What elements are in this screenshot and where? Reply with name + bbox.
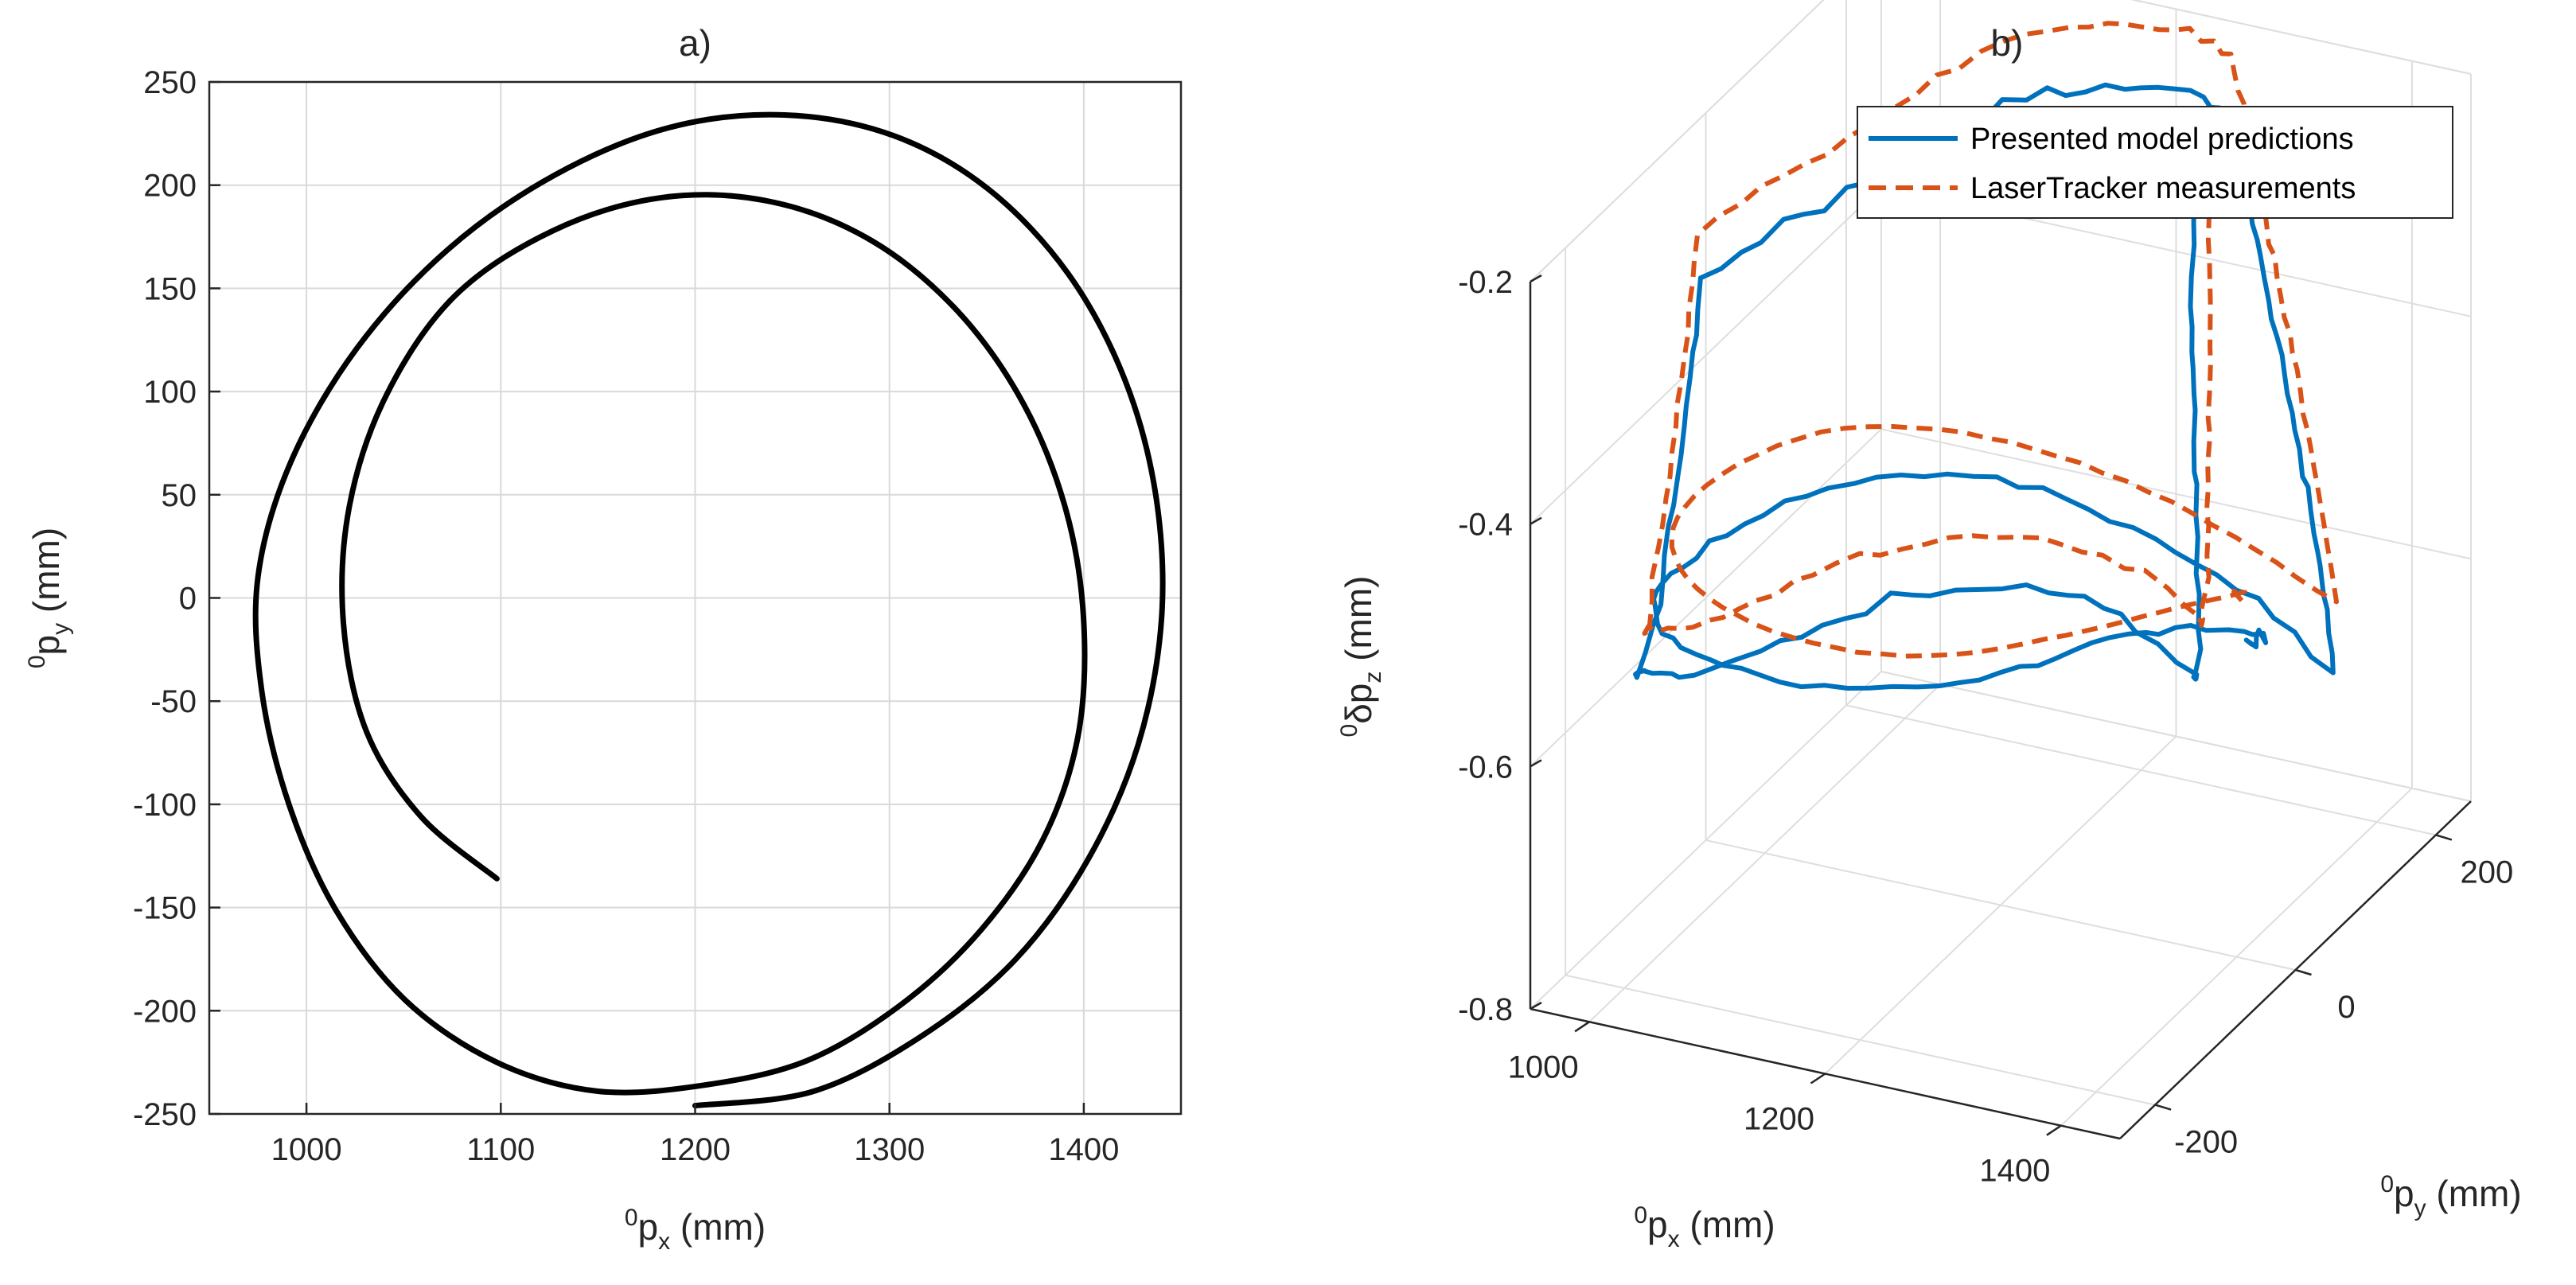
panel-a-y-axis-label: 0py (mm) bbox=[24, 528, 74, 668]
b-z-tick-label: -0.4 bbox=[1458, 508, 1513, 543]
b-top-left-edge bbox=[1530, 0, 1825, 282]
b-y-tick-label: 200 bbox=[2461, 855, 2514, 890]
a-y-tick-label: -100 bbox=[133, 788, 197, 823]
legend-label-model: Presented model predictions bbox=[1970, 123, 2354, 156]
b-floor-y-gridline bbox=[1565, 974, 2156, 1106]
b-y-tick-label: 0 bbox=[2337, 990, 2355, 1025]
b-leftwall-z-gridline bbox=[1530, 428, 1882, 768]
b-y-tick-mark bbox=[2295, 968, 2312, 976]
b-y-tick-mark bbox=[2435, 834, 2453, 841]
panel-b-x-axis-label: 0px (mm) bbox=[1634, 1202, 1775, 1252]
panel-a-title: a) bbox=[679, 22, 711, 64]
a-series-line bbox=[252, 111, 1166, 1109]
b-z-tick-label: -0.6 bbox=[1458, 750, 1513, 785]
a-y-tick-label: -250 bbox=[133, 1097, 197, 1132]
a-x-tick-label: 1000 bbox=[271, 1132, 342, 1167]
legend-box bbox=[1857, 106, 2453, 219]
panel-a-x-axis-label: 0px (mm) bbox=[625, 1205, 766, 1255]
panel-a: 1000 1100 1200 1300 1400-250-200-150-100-500… bbox=[24, 22, 1183, 1255]
b-x-tick-label: 1200 bbox=[1744, 1102, 1814, 1137]
a-y-tick-label: -150 bbox=[133, 891, 197, 926]
a-y-tick-label: 0 bbox=[179, 582, 197, 617]
b-x-tick-label: 1000 bbox=[1508, 1049, 1579, 1084]
b-top-back-edge bbox=[2130, 0, 2472, 75]
a-y-tick-label: 250 bbox=[143, 65, 197, 100]
b-x-tick-label: 1400 bbox=[1979, 1154, 2050, 1189]
b-backwall-z-gridline bbox=[1880, 428, 2472, 560]
a-y-tick-label: 200 bbox=[143, 169, 197, 204]
b-y-tick-label: -200 bbox=[2174, 1125, 2238, 1160]
panel-b-title: b) bbox=[1991, 22, 2024, 64]
a-y-tick-label: 50 bbox=[162, 478, 197, 513]
a-x-tick-label: 1300 bbox=[854, 1132, 925, 1167]
a-x-tick-label: 1200 bbox=[660, 1132, 731, 1167]
panel-b-grid bbox=[1530, 0, 2472, 1139]
b-floor-y-gridline bbox=[1845, 704, 2437, 836]
panel-b-z-axis-label: 0δpz (mm) bbox=[1336, 576, 1386, 738]
b-x-tick-mark bbox=[1810, 1073, 1826, 1084]
a-y-tick-label: -50 bbox=[150, 684, 197, 719]
panel-b-y-axis-label: 0py (mm) bbox=[2380, 1171, 2521, 1221]
panel-a-grid bbox=[209, 81, 1181, 1115]
b-y-tick-mark bbox=[2154, 1104, 2172, 1111]
b-z-tick-mark bbox=[1530, 1001, 1542, 1010]
a-x-tick-label: 1400 bbox=[1048, 1132, 1119, 1167]
b-leftwall-z-gridline bbox=[1530, 671, 1882, 1010]
panel-b-legend: Presented model predictions LaserTracker… bbox=[1857, 106, 2453, 219]
panel-a-curves bbox=[252, 111, 1166, 1109]
a-x-tick-label: 1100 bbox=[466, 1132, 535, 1167]
a-y-tick-label: 150 bbox=[143, 271, 197, 306]
b-floor-back-edge bbox=[1880, 671, 2472, 802]
b-z-tick-mark bbox=[1530, 516, 1542, 525]
b-leftwall-z-gridline bbox=[1530, 185, 1882, 525]
a-y-tick-label: -200 bbox=[133, 994, 197, 1029]
a-y-tick-label: 100 bbox=[143, 375, 197, 410]
b-z-tick-mark bbox=[1530, 274, 1542, 283]
b-x-tick-mark bbox=[2046, 1124, 2062, 1136]
panel-b-ticks: -0.8 -0.6 -0.4 -0.2 1000 1200 1400 -200 0 200 bbox=[1458, 265, 2513, 1189]
b-z-tick-label: -0.2 bbox=[1458, 265, 1513, 300]
legend-label-lasertracker: LaserTracker measurements bbox=[1970, 172, 2356, 205]
b-floor-y-gridline bbox=[1705, 839, 2296, 971]
b-z-tick-mark bbox=[1530, 759, 1542, 768]
b-lasertracker-line bbox=[1642, 21, 2339, 659]
b-z-tick-label: -0.8 bbox=[1458, 992, 1513, 1027]
b-x-tick-mark bbox=[1574, 1021, 1590, 1033]
panel-a-ticks: 1000 1100 1200 1300 1400 -250 -200 -150 -100 -50 0… bbox=[133, 65, 1119, 1167]
